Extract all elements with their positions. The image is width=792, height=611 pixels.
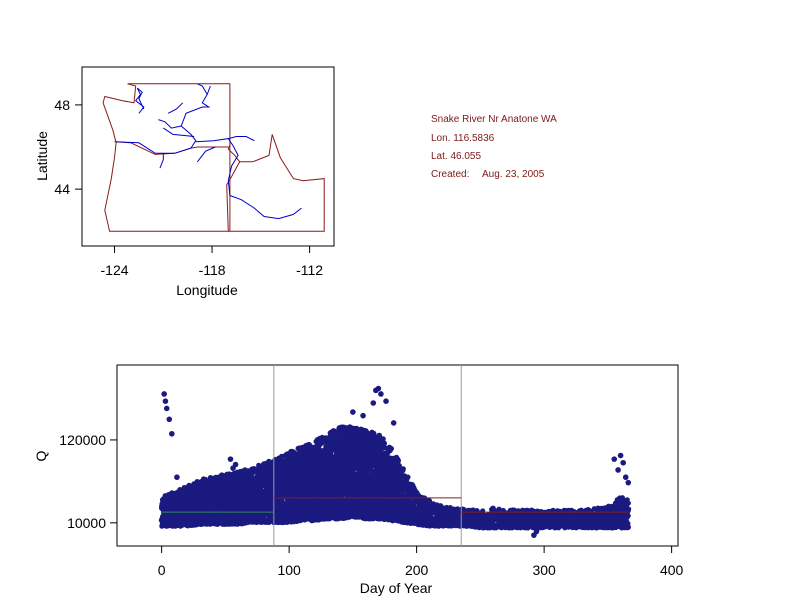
data-points <box>158 385 632 538</box>
created-date: Aug. 23, 2005 <box>482 169 545 180</box>
info-panel: Snake River Nr Anatone WA Lon. 116.5836 … <box>431 114 557 180</box>
data-point <box>380 436 386 442</box>
created-label: Created: <box>431 169 469 180</box>
map-shapes <box>102 83 325 232</box>
state-boundary-3 <box>228 134 325 232</box>
map-xlabel: Longitude <box>176 282 238 298</box>
river-line-6 <box>163 127 195 137</box>
river-line-9 <box>197 146 216 163</box>
map-xtick-label: -124 <box>101 262 129 278</box>
river-line-0 <box>135 87 145 114</box>
map-xtick-label: -118 <box>199 262 226 278</box>
station-latitude: Lat. 46.055 <box>431 151 481 162</box>
map-panel: -124 -118 -112 44 48 Longitude Latitude <box>34 66 335 298</box>
station-longitude: Lon. 116.5836 <box>431 133 495 144</box>
river-line-2 <box>195 138 302 220</box>
river-line-3 <box>159 153 164 169</box>
map-xtick-label: -112 <box>296 262 323 278</box>
scatter-plot-frame <box>116 364 679 547</box>
map-plot-frame <box>81 66 335 247</box>
river-line-1 <box>116 85 211 154</box>
state-boundary-0 <box>102 83 241 232</box>
map-ytick-label: 44 <box>54 181 70 197</box>
map-ylabel: Latitude <box>34 131 50 181</box>
station-name: Snake River Nr Anatone WA <box>431 114 557 125</box>
river-line-4 <box>228 136 255 142</box>
map-axes: -124 -118 -112 44 48 <box>54 97 323 278</box>
map-ytick-label: 48 <box>54 97 70 113</box>
river-line-8 <box>197 83 208 95</box>
state-boundary-1 <box>114 141 229 155</box>
scatter-body <box>158 365 632 546</box>
river-line-7 <box>167 102 184 114</box>
river-line-5 <box>158 119 182 129</box>
